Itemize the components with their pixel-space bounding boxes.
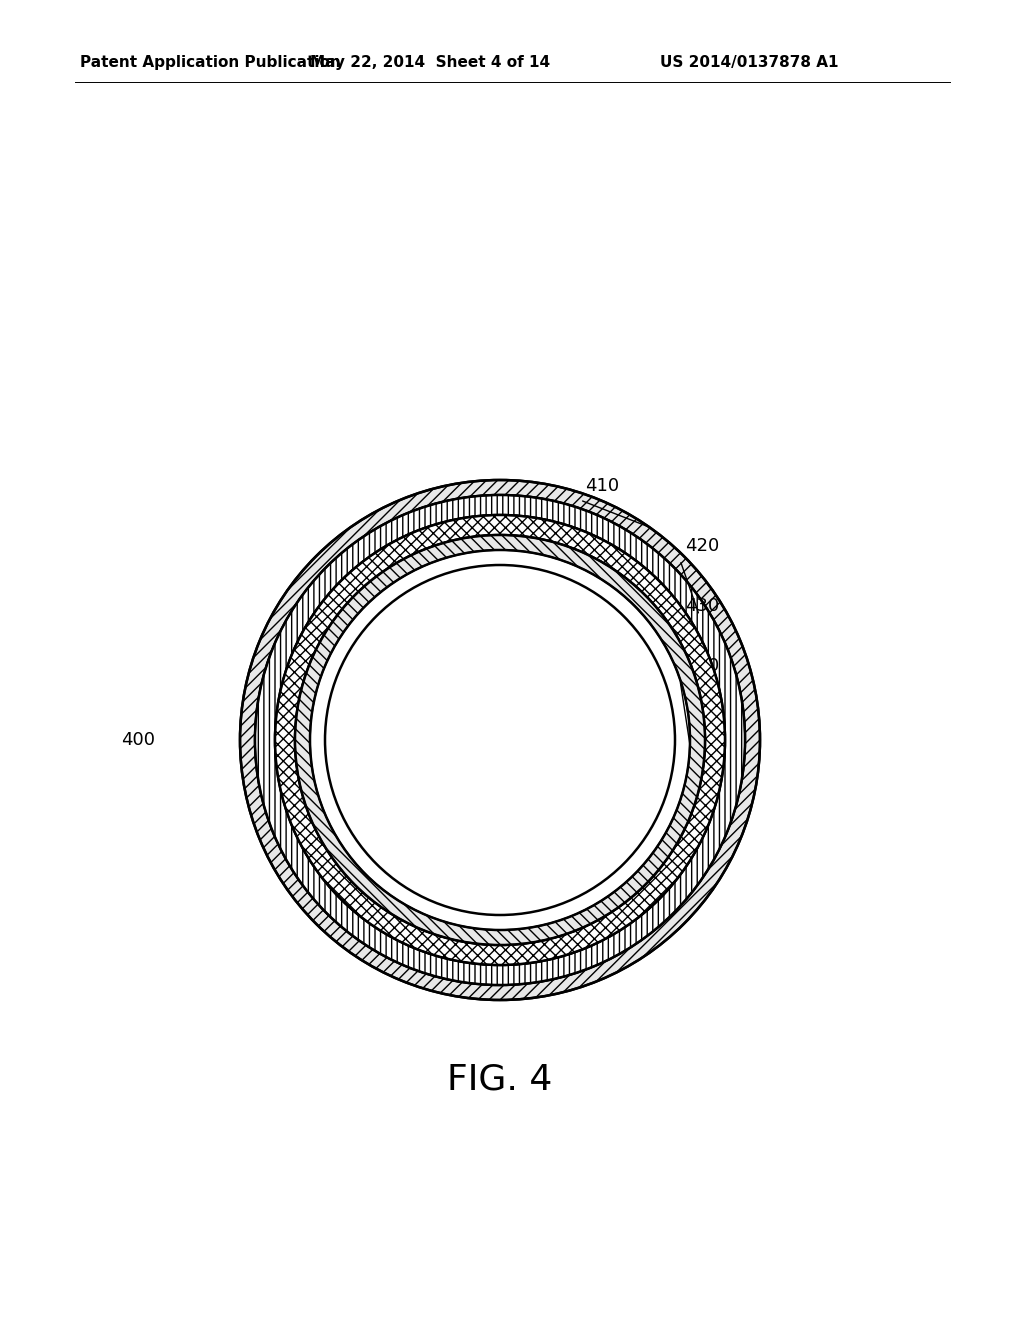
- Text: Patent Application Publication: Patent Application Publication: [80, 54, 341, 70]
- Text: 400: 400: [121, 731, 155, 748]
- Text: 420: 420: [685, 537, 719, 554]
- Text: May 22, 2014  Sheet 4 of 14: May 22, 2014 Sheet 4 of 14: [310, 54, 550, 70]
- Text: FIG. 4: FIG. 4: [447, 1063, 553, 1097]
- Text: 430: 430: [685, 597, 719, 615]
- Text: 440: 440: [685, 657, 719, 675]
- Circle shape: [325, 565, 675, 915]
- Text: 410: 410: [585, 477, 620, 495]
- Text: US 2014/0137878 A1: US 2014/0137878 A1: [660, 54, 839, 70]
